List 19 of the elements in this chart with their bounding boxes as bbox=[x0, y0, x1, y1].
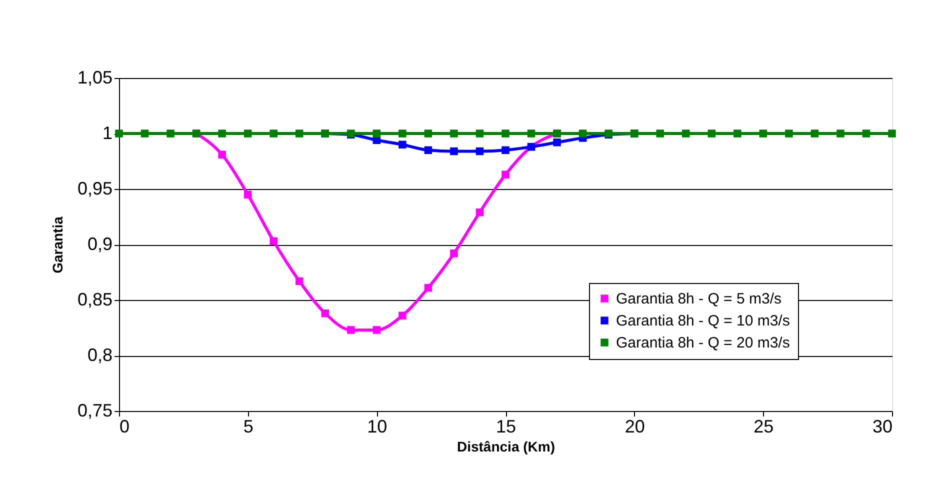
x-tick-label: 0 bbox=[120, 416, 130, 436]
y-tick-label: 1,05 bbox=[77, 68, 112, 88]
x-tick-label: 15 bbox=[496, 416, 516, 436]
y-tick-label: 1 bbox=[102, 123, 112, 143]
y-tick-label: 0,85 bbox=[77, 290, 112, 310]
y-tick-label: 0,75 bbox=[77, 400, 112, 420]
y-tick-label: 0,9 bbox=[87, 234, 112, 254]
x-tick-label: 5 bbox=[243, 416, 254, 436]
y-tick-label: 0,95 bbox=[77, 178, 112, 198]
legend-label: Garantia 8h - Q = 20 m3/s bbox=[616, 334, 790, 352]
x-tick-label: 25 bbox=[754, 416, 774, 436]
y-tick-label: 0,8 bbox=[87, 345, 112, 365]
legend-label: Garantia 8h - Q = 5 m3/s bbox=[616, 290, 782, 308]
y-axis-title: Garantia bbox=[49, 216, 66, 274]
legend-label: Garantia 8h - Q = 10 m3/s bbox=[616, 312, 790, 330]
x-tick-label: 20 bbox=[624, 416, 645, 436]
x-axis-title: Distância (Km) bbox=[456, 438, 556, 454]
x-tick-label: 10 bbox=[367, 416, 388, 436]
x-tick-label: 30 bbox=[872, 416, 892, 436]
